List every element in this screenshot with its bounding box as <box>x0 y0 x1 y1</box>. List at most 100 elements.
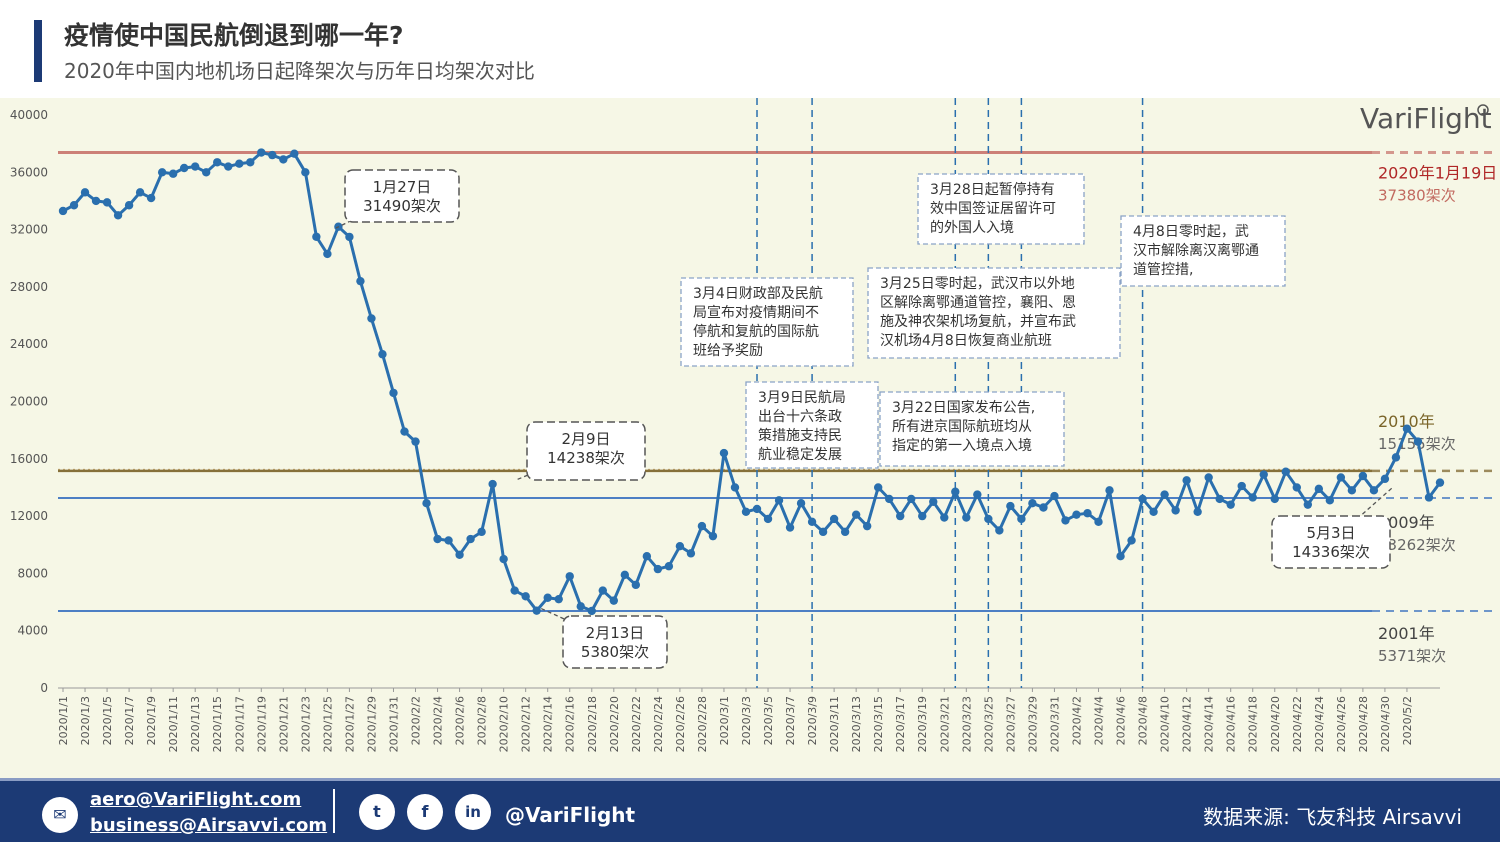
data-point <box>411 437 420 446</box>
x-tick-label: 2020/4/20 <box>1269 696 1282 752</box>
x-tick-label: 2020/1/1 <box>57 696 70 745</box>
y-tick-label: 28000 <box>10 280 48 294</box>
social-handle[interactable]: @VariFlight <box>505 803 636 827</box>
event-note-box <box>1120 215 1286 287</box>
x-tick-label: 2020/2/4 <box>432 696 445 745</box>
data-point <box>1413 437 1423 446</box>
email-link-aero[interactable]: aero@VariFlight.com <box>90 789 302 810</box>
data-point <box>1116 552 1125 561</box>
data-point <box>1325 496 1335 505</box>
data-point <box>807 517 817 527</box>
x-tick-label: 2020/3/11 <box>828 696 841 752</box>
data-point <box>896 511 905 521</box>
data-point <box>719 448 729 458</box>
data-point <box>752 504 762 514</box>
data-point <box>1281 467 1290 476</box>
y-tick-label: 40000 <box>10 108 48 122</box>
mail-icon[interactable]: ✉ <box>42 797 78 833</box>
event-note-text: 的外国人入境 <box>930 220 1014 236</box>
x-tick-label: 2020/3/3 <box>740 696 753 745</box>
y-tick-label: 36000 <box>10 165 48 179</box>
chart-subtitle: 2020年中国内地机场日起降架次与历年日均架次对比 <box>64 59 535 83</box>
callout-text: 1月27日 <box>373 178 432 196</box>
x-tick-label: 2020/2/2 <box>410 696 423 745</box>
title-accent-bar <box>34 20 42 82</box>
data-point <box>785 523 795 532</box>
event-note-text: 效中国签证居留许可 <box>930 200 1056 217</box>
data-point <box>1259 470 1268 479</box>
data-point <box>235 159 244 168</box>
event-note-box <box>745 381 879 469</box>
data-point <box>455 550 464 559</box>
data-point <box>1149 507 1158 517</box>
data-point <box>301 168 310 177</box>
x-tick-label: 2020/3/7 <box>784 696 797 745</box>
data-point <box>576 602 585 611</box>
data-point <box>1072 510 1081 519</box>
x-tick-label: 2020/1/21 <box>277 696 290 752</box>
data-point <box>587 606 596 616</box>
data-point <box>323 249 332 259</box>
x-tick-label: 2020/1/25 <box>321 696 334 752</box>
x-tick-label: 2020/4/18 <box>1247 696 1260 752</box>
data-point <box>973 490 982 499</box>
data-point <box>179 163 189 173</box>
data-point <box>664 562 674 571</box>
data-point <box>1160 490 1169 499</box>
data-point <box>829 514 839 524</box>
x-tick-label: 2020/2/6 <box>454 696 467 745</box>
x-tick-label: 2020/2/14 <box>542 696 555 752</box>
data-point <box>1061 516 1070 525</box>
linkedin-icon[interactable]: in <box>455 794 491 830</box>
footer-divider <box>333 789 335 833</box>
data-point <box>1094 517 1103 527</box>
data-point <box>422 499 431 508</box>
data-point <box>675 541 685 551</box>
data-point <box>796 499 806 508</box>
event-note-text: 区解除离鄂通道管控，襄阳、恩 <box>880 294 1076 311</box>
data-point <box>1237 481 1246 491</box>
callout-text: 2月9日 <box>561 430 610 448</box>
event-note-text: 3月25日零时起，武汉市以外地 <box>880 275 1075 292</box>
data-point <box>124 201 134 210</box>
x-tick-label: 2020/1/31 <box>387 696 400 752</box>
data-point <box>851 510 861 519</box>
x-tick-label: 2020/4/6 <box>1115 696 1128 745</box>
data-point <box>1182 476 1191 485</box>
email-link-business[interactable]: business@Airsavvi.com <box>90 815 328 836</box>
header: 疫情使中国民航倒退到哪一年? 2020年中国内地机场日起降架次与历年日均架次对比 <box>0 0 1500 98</box>
data-point <box>157 168 167 177</box>
x-tick-label: 2020/2/10 <box>498 696 511 752</box>
x-tick-label: 2020/4/12 <box>1181 696 1194 752</box>
x-tick-label: 2020/4/16 <box>1225 696 1238 752</box>
twitter-icon[interactable]: t <box>359 794 395 830</box>
event-note-text: 出台十六条政 <box>758 408 842 425</box>
y-tick-label: 4000 <box>17 624 48 638</box>
data-point <box>202 168 211 177</box>
data-point <box>290 149 299 158</box>
x-tick-label: 2020/3/5 <box>762 696 775 745</box>
data-point <box>1039 503 1048 512</box>
x-tick-label: 2020/4/8 <box>1137 696 1150 745</box>
x-tick-label: 2020/1/19 <box>255 696 268 752</box>
callout-text: 14238架次 <box>547 449 625 467</box>
facebook-icon[interactable]: f <box>407 794 443 830</box>
event-note-text: 指定的第一入境点入境 <box>892 437 1032 454</box>
x-tick-label: 2020/3/1 <box>718 696 731 745</box>
data-point <box>1193 507 1202 517</box>
event-note-text: 汉市解除离汉离鄂通 <box>1133 242 1259 259</box>
data-point <box>1347 486 1357 495</box>
x-tick-label: 2020/4/14 <box>1203 696 1216 752</box>
data-point <box>1138 494 1147 504</box>
x-tick-label: 2020/3/21 <box>938 696 951 752</box>
data-point <box>1391 453 1401 462</box>
data-point <box>907 494 916 504</box>
x-tick-label: 2020/1/23 <box>299 696 312 752</box>
event-note-text: 航业稳定发展 <box>758 447 842 463</box>
data-point <box>774 496 784 505</box>
data-point <box>1424 493 1434 502</box>
data-point <box>1204 473 1213 482</box>
x-tick-label: 2020/3/31 <box>1048 696 1061 752</box>
data-point <box>246 158 255 167</box>
x-tick-label: 2020/4/24 <box>1313 696 1326 752</box>
